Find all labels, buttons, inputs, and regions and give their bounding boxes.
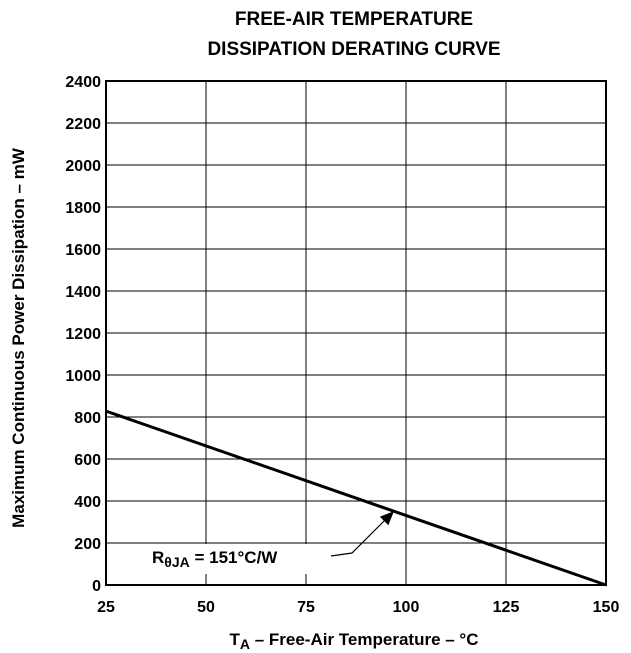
y-tick-label: 1400 — [65, 284, 101, 301]
plot-frame — [105, 80, 607, 586]
y-tick-label: 1200 — [65, 326, 101, 343]
y-tick-labels: 0 200 400 600 800 1000 1200 1400 1600 1800 2000 220… — [65, 74, 101, 595]
y-tick-label: 400 — [74, 494, 101, 511]
x-tick-label: 25 — [97, 599, 115, 616]
y-axis-label: Maximum Continuous Power Dissipation – m… — [9, 147, 28, 528]
annotation-subscript: θJA — [164, 554, 189, 570]
y-tick-label: 1600 — [65, 242, 101, 259]
y-tick-label: 600 — [74, 452, 101, 469]
y-tick-label: 200 — [74, 536, 101, 553]
x-axis-label: TA – Free-Air Temperature – °C — [229, 630, 478, 652]
y-tick-label: 2200 — [65, 116, 101, 133]
y-tick-label: 1800 — [65, 200, 101, 217]
series-group — [105, 409, 607, 587]
annotation-leader-line — [330, 516, 389, 557]
series-line — [105, 409, 607, 587]
annotation-background — [144, 544, 329, 574]
y-tick-label: 800 — [74, 410, 101, 427]
x-tick-labels: 25 50 75 100 125 150 — [97, 599, 619, 616]
x-tick-label: 125 — [493, 599, 520, 616]
annotation-prefix: R — [152, 548, 164, 567]
chart-title-line-1: FREE-AIR TEMPERATURE — [235, 9, 473, 30]
x-tick-label: 75 — [297, 599, 315, 616]
x-tick-label: 50 — [197, 599, 215, 616]
grid-lines — [106, 81, 606, 585]
chart-title-line-2: DISSIPATION DERATING CURVE — [207, 39, 500, 60]
y-tick-label: 2400 — [65, 74, 101, 91]
y-tick-label: 0 — [92, 578, 101, 595]
x-tick-label: 100 — [393, 599, 420, 616]
x-tick-label: 150 — [593, 599, 620, 616]
annotation-label: RθJA = 151°C/W — [152, 548, 278, 570]
x-axis-label-subscript: A — [240, 636, 250, 652]
x-axis-label-rest: – Free-Air Temperature – °C — [250, 630, 479, 649]
annotation: RθJA = 151°C/W — [144, 511, 394, 574]
annotation-arrowhead — [379, 511, 394, 526]
y-tick-label: 2000 — [65, 158, 101, 175]
annotation-suffix: = 151°C/W — [190, 548, 279, 567]
y-tick-label: 1000 — [65, 368, 101, 385]
x-axis-label-main: T — [229, 630, 240, 649]
